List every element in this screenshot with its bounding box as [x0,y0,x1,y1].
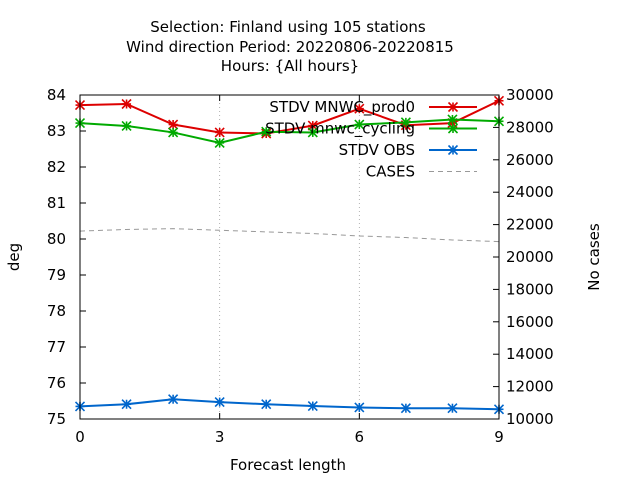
series-2-point [121,399,132,410]
legend-label: STDV mnwc_cycling [265,120,415,139]
y2-tick-label: 12000 [506,378,554,396]
y2-tick-label: 24000 [506,183,554,201]
series-2-point [261,399,272,410]
chart-title-line-2: Wind direction Period: 20220806-20220815 [126,38,454,56]
series-2-point [447,403,458,414]
x-tick-label: 0 [75,428,85,446]
series-line-2 [79,398,500,411]
y-tick-label: 78 [47,302,66,320]
y2-axis-label: No cases [585,223,603,291]
legend-label: STDV OBS [339,141,415,159]
series-line-1 [79,118,500,144]
series-line-3 [79,228,500,243]
y-tick-label: 75 [47,410,66,428]
series-1-point [354,119,365,130]
y2-tick-label: 28000 [506,118,554,136]
y2-tick-label: 16000 [506,313,554,331]
x-axis-label: Forecast length [230,456,346,474]
y2-tick-label: 26000 [506,151,554,169]
y-tick-label: 82 [47,158,66,176]
y2-tick-label: 30000 [506,86,554,104]
series-layer [74,95,505,415]
series-1-point [447,114,458,125]
chart-title-line-1: Selection: Finland using 105 stations [150,18,426,36]
x-tick-label: 3 [215,428,225,446]
legend-label: CASES [366,163,415,181]
legend-marker [447,123,459,134]
chart-title: Selection: Finland using 105 stations Wi… [126,18,454,75]
x-tick-label: 9 [494,428,504,446]
y2-tick-label: 18000 [506,280,554,298]
y2-tick-label: 20000 [506,248,554,266]
series-1-point [214,137,225,148]
legend-marker [447,101,459,113]
series-0-point [214,127,225,138]
y-tick-label: 81 [47,194,66,212]
series-line-0 [79,99,500,135]
legend-label: STDV MNWC_prod0 [269,98,415,117]
axes: 0 3 6 9 75 76 77 78 79 80 81 82 83 84 10000 12000 14000 1… [47,86,554,446]
y-tick-label: 84 [47,86,66,104]
chart-title-line-3: Hours: {All hours} [221,57,359,75]
y-tick-label: 83 [47,122,66,140]
y-tick-label: 76 [47,374,66,392]
series-2-point [307,400,318,412]
legend-marker [447,144,459,156]
y2-tick-label: 10000 [506,410,554,428]
series-0-point [121,98,132,110]
series-1-point [307,127,318,138]
series-1-point [400,117,411,128]
x-tick-label: 6 [355,428,365,446]
plot-frame [79,94,500,420]
y-tick-label: 80 [47,230,66,248]
series-1-point [261,126,272,137]
series-1-point [168,127,179,138]
series-0-point [168,119,179,130]
y-tick-label: 77 [47,338,66,356]
series-2-point [400,403,411,414]
legend: STDV MNWC_prod0 STDV mnwc_cycling STDV OBS… [265,98,477,181]
y2-tick-label: 14000 [506,345,554,363]
series-2-point [168,394,179,405]
y-axis-label: deg [5,243,23,271]
series-2-point [354,402,365,413]
series-0-point [354,103,365,114]
series-2-point [214,397,225,408]
series-1-point [121,120,132,132]
y-tick-label: 79 [47,266,66,284]
y2-tick-label: 22000 [506,216,554,234]
